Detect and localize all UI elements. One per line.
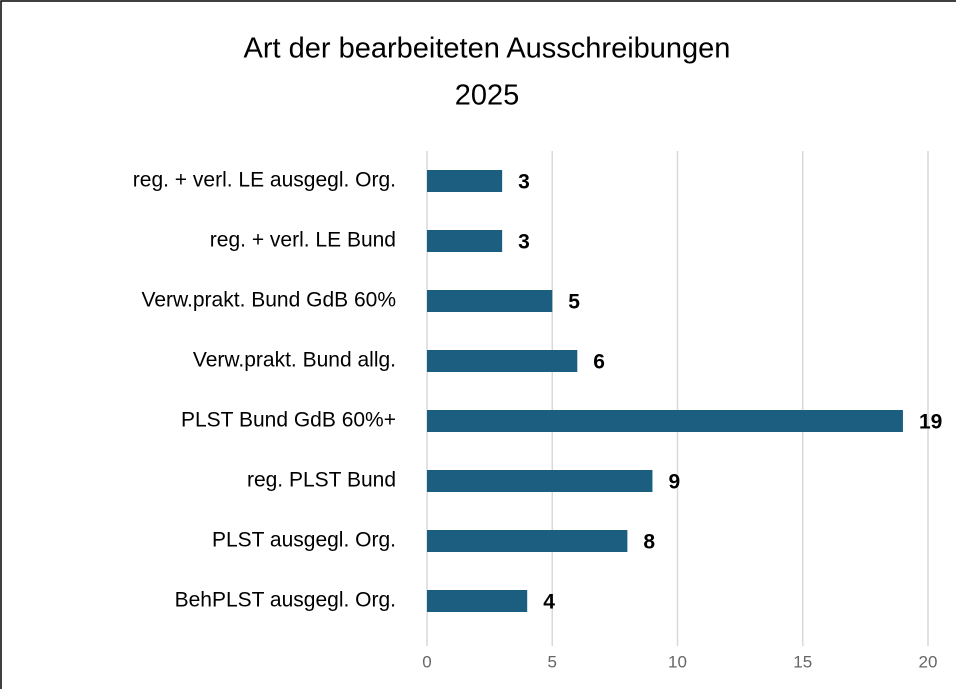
value-label: 3 xyxy=(518,171,530,194)
y-tick-label: Verw.prakt. Bund allg. xyxy=(193,349,396,372)
y-tick-label: PLST ausgegl. Org. xyxy=(212,529,396,552)
x-tick-label: 20 xyxy=(919,652,938,671)
bar xyxy=(427,170,503,192)
y-tick-label: reg. PLST Bund xyxy=(247,469,396,492)
bar xyxy=(427,350,578,372)
value-label: 3 xyxy=(518,231,530,254)
value-label: 9 xyxy=(668,471,680,494)
value-label: 6 xyxy=(593,351,605,374)
value-label: 8 xyxy=(643,531,655,554)
bar xyxy=(427,530,628,552)
x-tick-label: 5 xyxy=(548,652,557,671)
bar xyxy=(427,230,503,252)
value-label: 5 xyxy=(568,291,580,314)
value-label: 19 xyxy=(919,411,942,434)
x-tick-label: 15 xyxy=(793,652,812,671)
y-tick-label: Verw.prakt. Bund GdB 60% xyxy=(142,289,396,312)
bar xyxy=(427,410,903,432)
chart-title: Art der bearbeiteten Ausschreibungen xyxy=(244,33,731,65)
bar xyxy=(427,290,553,312)
bar xyxy=(427,590,528,612)
y-tick-label: BehPLST ausgegl. Org. xyxy=(175,589,396,612)
chart-subtitle: 2025 xyxy=(455,80,520,112)
y-tick-label: reg. + verl. LE ausgegl. Org. xyxy=(133,169,396,192)
y-tick-label: PLST Bund GdB 60%+ xyxy=(181,409,396,432)
y-tick-label: reg. + verl. LE Bund xyxy=(210,229,396,252)
x-tick-label: 10 xyxy=(668,652,687,671)
value-label: 4 xyxy=(543,591,555,614)
x-tick-label: 0 xyxy=(422,652,431,671)
bar xyxy=(427,470,653,492)
